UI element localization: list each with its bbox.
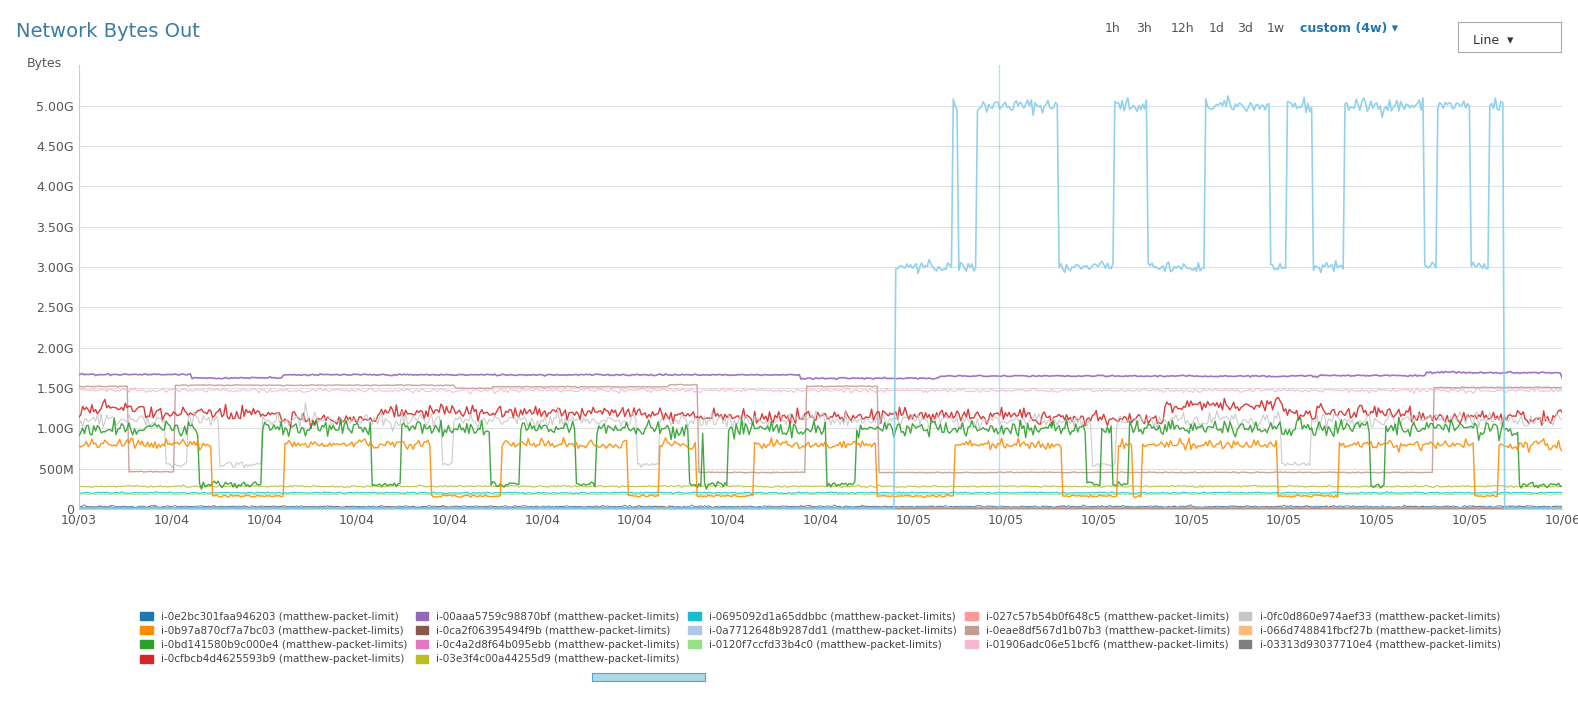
Text: 1w: 1w xyxy=(1267,22,1284,35)
Text: Network Bytes Out: Network Bytes Out xyxy=(16,22,200,41)
Text: 3d: 3d xyxy=(1237,22,1253,35)
Text: 1d: 1d xyxy=(1209,22,1225,35)
Legend: i-0e2bc301faa946203 (matthew-packet-limit), i-0b97a870cf7a7bc03 (matthew-packet-: i-0e2bc301faa946203 (matthew-packet-limi… xyxy=(140,611,1501,664)
Text: custom (4w) ▾: custom (4w) ▾ xyxy=(1300,22,1398,35)
Text: Bytes: Bytes xyxy=(27,57,62,70)
Text: 1h: 1h xyxy=(1105,22,1120,35)
Text: 12h: 12h xyxy=(1171,22,1195,35)
Text: Line  ▾: Line ▾ xyxy=(1474,34,1513,47)
Text: 3h: 3h xyxy=(1136,22,1152,35)
